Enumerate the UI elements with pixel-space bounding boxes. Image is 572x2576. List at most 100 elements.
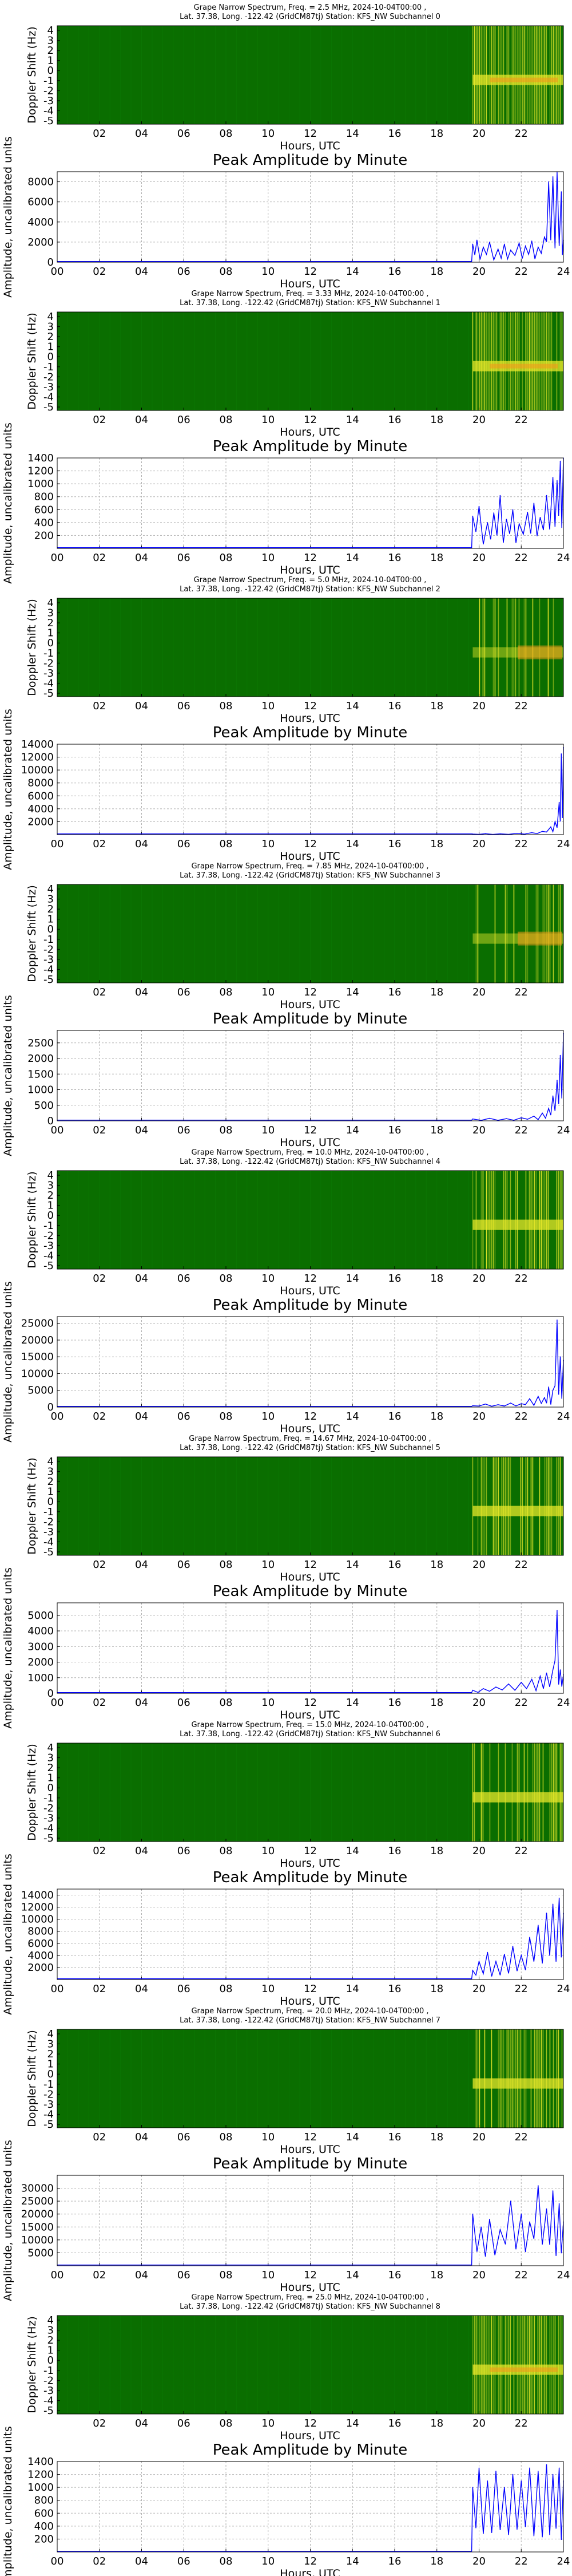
spectrogram-xtick-label: 20 bbox=[472, 700, 486, 712]
amplitude-xtick-label: 22 bbox=[515, 2555, 528, 2567]
spectrogram-title-line1: Grape Narrow Spectrum, Freq. = 25.0 MHz,… bbox=[191, 2293, 428, 2302]
amplitude-data-point bbox=[552, 2474, 554, 2475]
amplitude-xtick-label: 00 bbox=[51, 266, 64, 278]
amplitude-data-point bbox=[499, 833, 501, 835]
amplitude-xtick-label: 22 bbox=[515, 838, 528, 850]
doppler-tick-label: -4 bbox=[43, 677, 54, 689]
amplitude-xtick-label: 02 bbox=[93, 1124, 106, 1136]
amplitude-xtick-label: 24 bbox=[557, 552, 570, 564]
amplitude-ylabel: Amplitude, uncalibrated units bbox=[2, 709, 14, 870]
amplitude-title: Peak Amplitude by Minute bbox=[213, 1297, 407, 1314]
amplitude-data-point bbox=[557, 480, 558, 481]
amplitude-xtick-label: 04 bbox=[135, 2555, 148, 2567]
amplitude-data-point bbox=[558, 2467, 560, 2469]
amplitude-ytick-label: 10000 bbox=[21, 2234, 54, 2246]
doppler-tick-label: -3 bbox=[43, 954, 54, 966]
spectrogram-title-line2: Lat. 37.38, Long. -122.42 (GridCM87tj) S… bbox=[180, 1444, 440, 1452]
spectrogram-xtick-label: 18 bbox=[430, 414, 443, 426]
doppler-tick-label: 2 bbox=[47, 45, 54, 57]
doppler-tick-label: -1 bbox=[43, 2365, 54, 2377]
amplitude-xtick-label: 18 bbox=[430, 2555, 443, 2567]
amplitude-xtick-label: 02 bbox=[93, 552, 106, 564]
spectrogram-xlabel: Hours, UTC bbox=[280, 998, 340, 1011]
amplitude-data-point bbox=[495, 1961, 496, 1962]
subchannel-8-panel: Grape Narrow Spectrum, Freq. = 25.0 MHz,… bbox=[2, 2293, 570, 2576]
amplitude-xtick-label: 20 bbox=[472, 2555, 486, 2567]
subchannel-4-panel: Grape Narrow Spectrum, Freq. = 10.0 MHz,… bbox=[2, 1148, 570, 1443]
spectrogram-title-line2: Lat. 37.38, Long. -122.42 (GridCM87tj) S… bbox=[180, 299, 440, 307]
spectrogram-xtick-label: 10 bbox=[261, 1273, 275, 1285]
amplitude-xtick-label: 22 bbox=[515, 1697, 528, 1709]
amplitude-xtick-label: 20 bbox=[472, 1124, 486, 1136]
amplitude-xtick-label: 22 bbox=[515, 1411, 528, 1423]
spectrogram-xtick-label: 20 bbox=[472, 128, 486, 140]
spectrogram-xtick-label: 14 bbox=[346, 1845, 359, 1857]
amplitude-xtick-label: 10 bbox=[261, 1697, 275, 1709]
amplitude-series-line bbox=[57, 747, 564, 835]
doppler-tick-label: 4 bbox=[47, 25, 54, 37]
amplitude-xlabel: Hours, UTC bbox=[280, 850, 340, 863]
amplitude-ylabel: Amplitude, uncalibrated units bbox=[2, 1281, 14, 1443]
doppler-tick-label: 2 bbox=[47, 2334, 54, 2346]
doppler-tick-label: -1 bbox=[43, 1506, 54, 1518]
doppler-tick-label: 2 bbox=[47, 331, 54, 343]
amplitude-data-point bbox=[489, 242, 490, 243]
amplitude-data-point bbox=[548, 181, 549, 183]
spectrogram-xtick-label: 16 bbox=[388, 1273, 402, 1285]
amplitude-xtick-label: 04 bbox=[135, 1124, 148, 1136]
amplitude-data-point bbox=[552, 1389, 554, 1391]
amplitude-data-point bbox=[559, 1356, 561, 1357]
amplitude-data-point bbox=[518, 242, 520, 244]
amplitude-ytick-label: 1400 bbox=[27, 452, 54, 464]
amplitude-series-line bbox=[57, 1898, 564, 1980]
amplitude-xtick-label: 12 bbox=[304, 2555, 317, 2567]
amplitude-ytick-label: 20000 bbox=[21, 1334, 54, 1346]
amplitude-ytick-label: 1000 bbox=[27, 1084, 54, 1096]
amplitude-ytick-label: 800 bbox=[34, 2495, 54, 2507]
spectrogram-xtick-label: 06 bbox=[177, 986, 190, 998]
amplitude-data-point bbox=[559, 460, 561, 462]
spectrogram-xlabel: Hours, UTC bbox=[280, 1285, 340, 1297]
amplitude-data-point bbox=[478, 1961, 480, 1962]
amplitude-xtick-label: 16 bbox=[388, 552, 402, 564]
amplitude-data-point bbox=[495, 1686, 496, 1688]
amplitude-ytick-label: 500 bbox=[34, 1100, 54, 1112]
amplitude-ytick-label: 4000 bbox=[27, 1950, 54, 1962]
amplitude-data-point bbox=[546, 1672, 547, 1674]
doppler-tick-label: -5 bbox=[43, 115, 54, 127]
amplitude-xtick-label: 00 bbox=[51, 552, 64, 564]
amplitude-data-point bbox=[533, 1116, 535, 1117]
amplitude-xtick-label: 12 bbox=[304, 838, 317, 850]
spectrogram-xtick-label: 06 bbox=[177, 1559, 190, 1571]
spectrogram-xtick-label: 10 bbox=[261, 700, 275, 712]
doppler-tick-label: -4 bbox=[43, 1250, 54, 1262]
amplitude-xtick-label: 02 bbox=[93, 1411, 106, 1423]
spectrogram-xlabel: Hours, UTC bbox=[280, 712, 340, 725]
amplitude-data-point bbox=[552, 2190, 554, 2191]
doppler-tick-label: -2 bbox=[43, 1230, 54, 1242]
doppler-tick-label: 0 bbox=[47, 1496, 54, 1508]
amplitude-data-point bbox=[550, 826, 551, 828]
amplitude-xtick-label: 16 bbox=[388, 838, 402, 850]
amplitude-ytick-label: 6000 bbox=[27, 196, 54, 208]
doppler-tick-label: 1 bbox=[47, 2059, 54, 2071]
spectrogram-ylabel: Doppler Shift (Hz) bbox=[26, 599, 38, 696]
amplitude-data-point bbox=[548, 1108, 549, 1109]
amplitude-xtick-label: 14 bbox=[346, 1411, 359, 1423]
doppler-tick-label: 0 bbox=[47, 637, 54, 649]
amplitude-data-point bbox=[557, 1610, 558, 1611]
amplitude-xtick-label: 12 bbox=[304, 266, 317, 278]
amplitude-data-point bbox=[539, 517, 541, 518]
amplitude-data-point bbox=[472, 1118, 474, 1120]
spectrogram-carrier-band bbox=[472, 1219, 563, 1230]
doppler-tick-label: -3 bbox=[43, 381, 54, 393]
amplitude-ytick-label: 25000 bbox=[21, 1318, 54, 1330]
spectrogram-xtick-label: 10 bbox=[261, 2131, 275, 2143]
amplitude-ytick-label: 12000 bbox=[21, 752, 54, 764]
amplitude-frame bbox=[57, 2175, 564, 2266]
amplitude-xtick-label: 16 bbox=[388, 2555, 402, 2567]
amplitude-ylabel: Amplitude, uncalibrated units bbox=[2, 1567, 14, 1729]
doppler-tick-label: 0 bbox=[47, 2068, 54, 2080]
amplitude-ytick-label: 8000 bbox=[27, 176, 54, 188]
spectrogram-xtick-label: 14 bbox=[346, 700, 359, 712]
